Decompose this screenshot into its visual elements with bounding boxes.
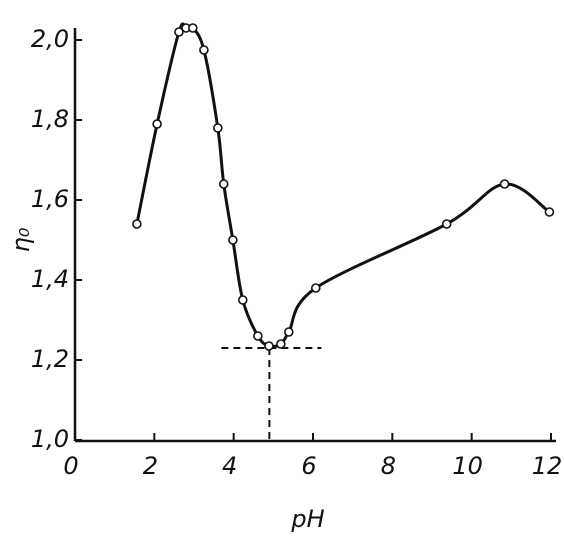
curve	[135, 22, 551, 349]
point	[218, 179, 229, 189]
x-tick-label: 6	[301, 452, 316, 480]
y-tick-label: 1,6	[31, 185, 69, 213]
x-tick-label: 12	[532, 452, 563, 480]
point	[544, 207, 555, 217]
point	[310, 283, 321, 293]
point	[276, 339, 286, 349]
y-tick-label: 1,2	[31, 345, 69, 373]
x-axis-label: pH	[290, 505, 324, 533]
point	[228, 235, 238, 245]
point	[441, 219, 452, 229]
point	[284, 327, 294, 337]
x-tick-label: 8	[381, 452, 396, 480]
x-tick-label: 0	[63, 452, 78, 480]
y-tick-label: 1,0	[31, 425, 69, 453]
point	[132, 219, 142, 229]
point	[264, 341, 274, 351]
point	[499, 179, 510, 189]
point	[253, 331, 263, 341]
y-tick-label: 1,4	[31, 265, 69, 293]
point	[188, 23, 198, 33]
point	[237, 295, 248, 305]
point	[174, 27, 184, 37]
y-tick-label: 1,8	[31, 105, 69, 133]
point	[152, 119, 162, 129]
point	[199, 45, 209, 55]
y-tick-label: 2,0	[31, 25, 69, 53]
x-tick-label: 2	[143, 452, 158, 480]
y-axis-label: η₀	[7, 227, 35, 252]
x-tick-label: 4	[222, 452, 237, 480]
point	[213, 123, 223, 133]
x-tick-label: 10	[452, 452, 483, 480]
